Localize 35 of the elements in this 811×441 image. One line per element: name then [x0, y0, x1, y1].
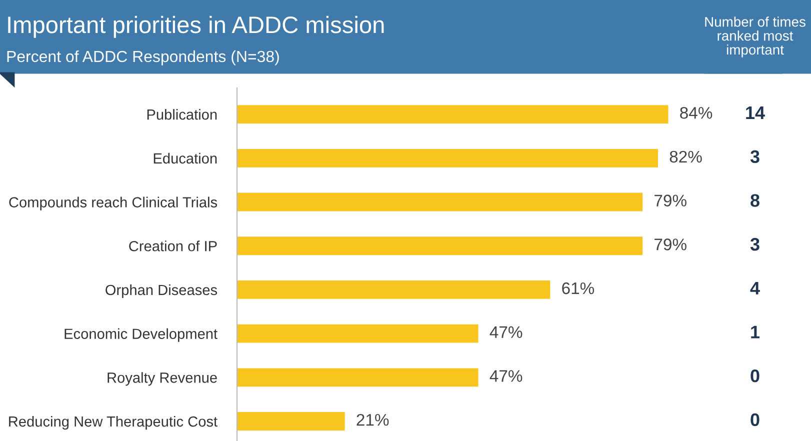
bar: [237, 412, 345, 430]
y-tick-label: Education: [154, 152, 217, 164]
text: 1: [751, 326, 760, 338]
y-tick-label: Reducing New Therapeutic Cost: [9, 416, 218, 430]
data-label: 82%: [670, 150, 702, 163]
bar: [237, 324, 478, 343]
text: 0: [750, 369, 760, 382]
y-tick-label: Publication: [147, 109, 217, 120]
y-tick-label: Economic Development: [64, 328, 218, 342]
bar: [237, 192, 643, 212]
data-label: 61%: [562, 282, 594, 294]
chart-title: Important priorities in ADDC mission: [8, 16, 384, 38]
data-label: 79%: [654, 194, 686, 206]
bar: [237, 236, 643, 256]
data-label: 47%: [490, 370, 522, 382]
data-label: 21%: [356, 414, 389, 426]
chart-subtitle: Percent of ADDC Respondents (N=38): [7, 50, 279, 66]
text: 3: [750, 238, 760, 251]
y-tick-label: Creation of IP: [129, 240, 217, 252]
y-tick-label: Compounds reach Clinical Trials: [9, 196, 218, 210]
text: 14: [746, 106, 765, 119]
y-tick-label: Royalty Revenue: [108, 372, 217, 386]
text: 8: [750, 194, 760, 207]
bar: [237, 105, 668, 124]
bar: [237, 280, 550, 299]
data-label: 79%: [654, 238, 686, 250]
text: 0: [750, 413, 760, 426]
data-label: 47%: [490, 326, 522, 338]
text: Number of times ranked most important: [705, 16, 806, 58]
bar: [237, 148, 658, 168]
bar: [237, 368, 478, 387]
data-label: 84%: [680, 106, 712, 119]
y-tick-label: Orphan Diseases: [106, 284, 218, 298]
text: 3: [750, 150, 760, 164]
text: 4: [750, 282, 760, 294]
